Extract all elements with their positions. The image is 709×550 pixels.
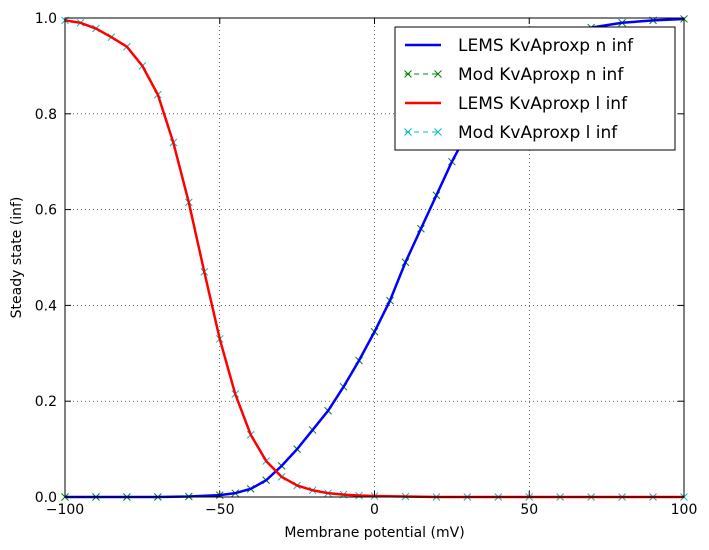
data-point (434, 128, 442, 136)
legend-box (394, 26, 676, 151)
legend-label: LEMS KvAproxp l inf (458, 94, 628, 114)
data-point (434, 70, 442, 78)
y-tick-label: 0.8 (35, 107, 57, 123)
ticks: −100 −50 0 50 100 0.0 0.2 0.4 0.6 0.8 1.0 (35, 11, 698, 518)
legend-label: Mod KvAproxp n inf (458, 65, 624, 85)
data-point (404, 128, 412, 136)
x-axis-label: Membrane potential (mV) (284, 525, 464, 541)
y-tick-label: 0.4 (35, 298, 57, 314)
x-tick-label: −50 (205, 502, 235, 518)
x-tick-label: 50 (520, 502, 538, 518)
y-tick-label: 0.6 (35, 203, 57, 219)
legend-label: LEMS KvAproxp n inf (458, 36, 634, 56)
x-tick-label: 100 (671, 502, 698, 518)
y-axis-label: Steady state (inf) (9, 197, 25, 319)
legend-label: Mod KvAproxp l inf (458, 123, 618, 143)
x-tick-label: 0 (370, 502, 379, 518)
y-tick-label: 0.2 (35, 394, 57, 410)
y-tick-label: 1.0 (35, 11, 57, 27)
data-point (404, 70, 412, 78)
y-tick-label: 0.0 (35, 490, 57, 506)
x-tick-label: −100 (46, 502, 84, 518)
legend: LEMS KvAproxp n inf Mod KvAproxp n inf LEM… (394, 26, 676, 151)
